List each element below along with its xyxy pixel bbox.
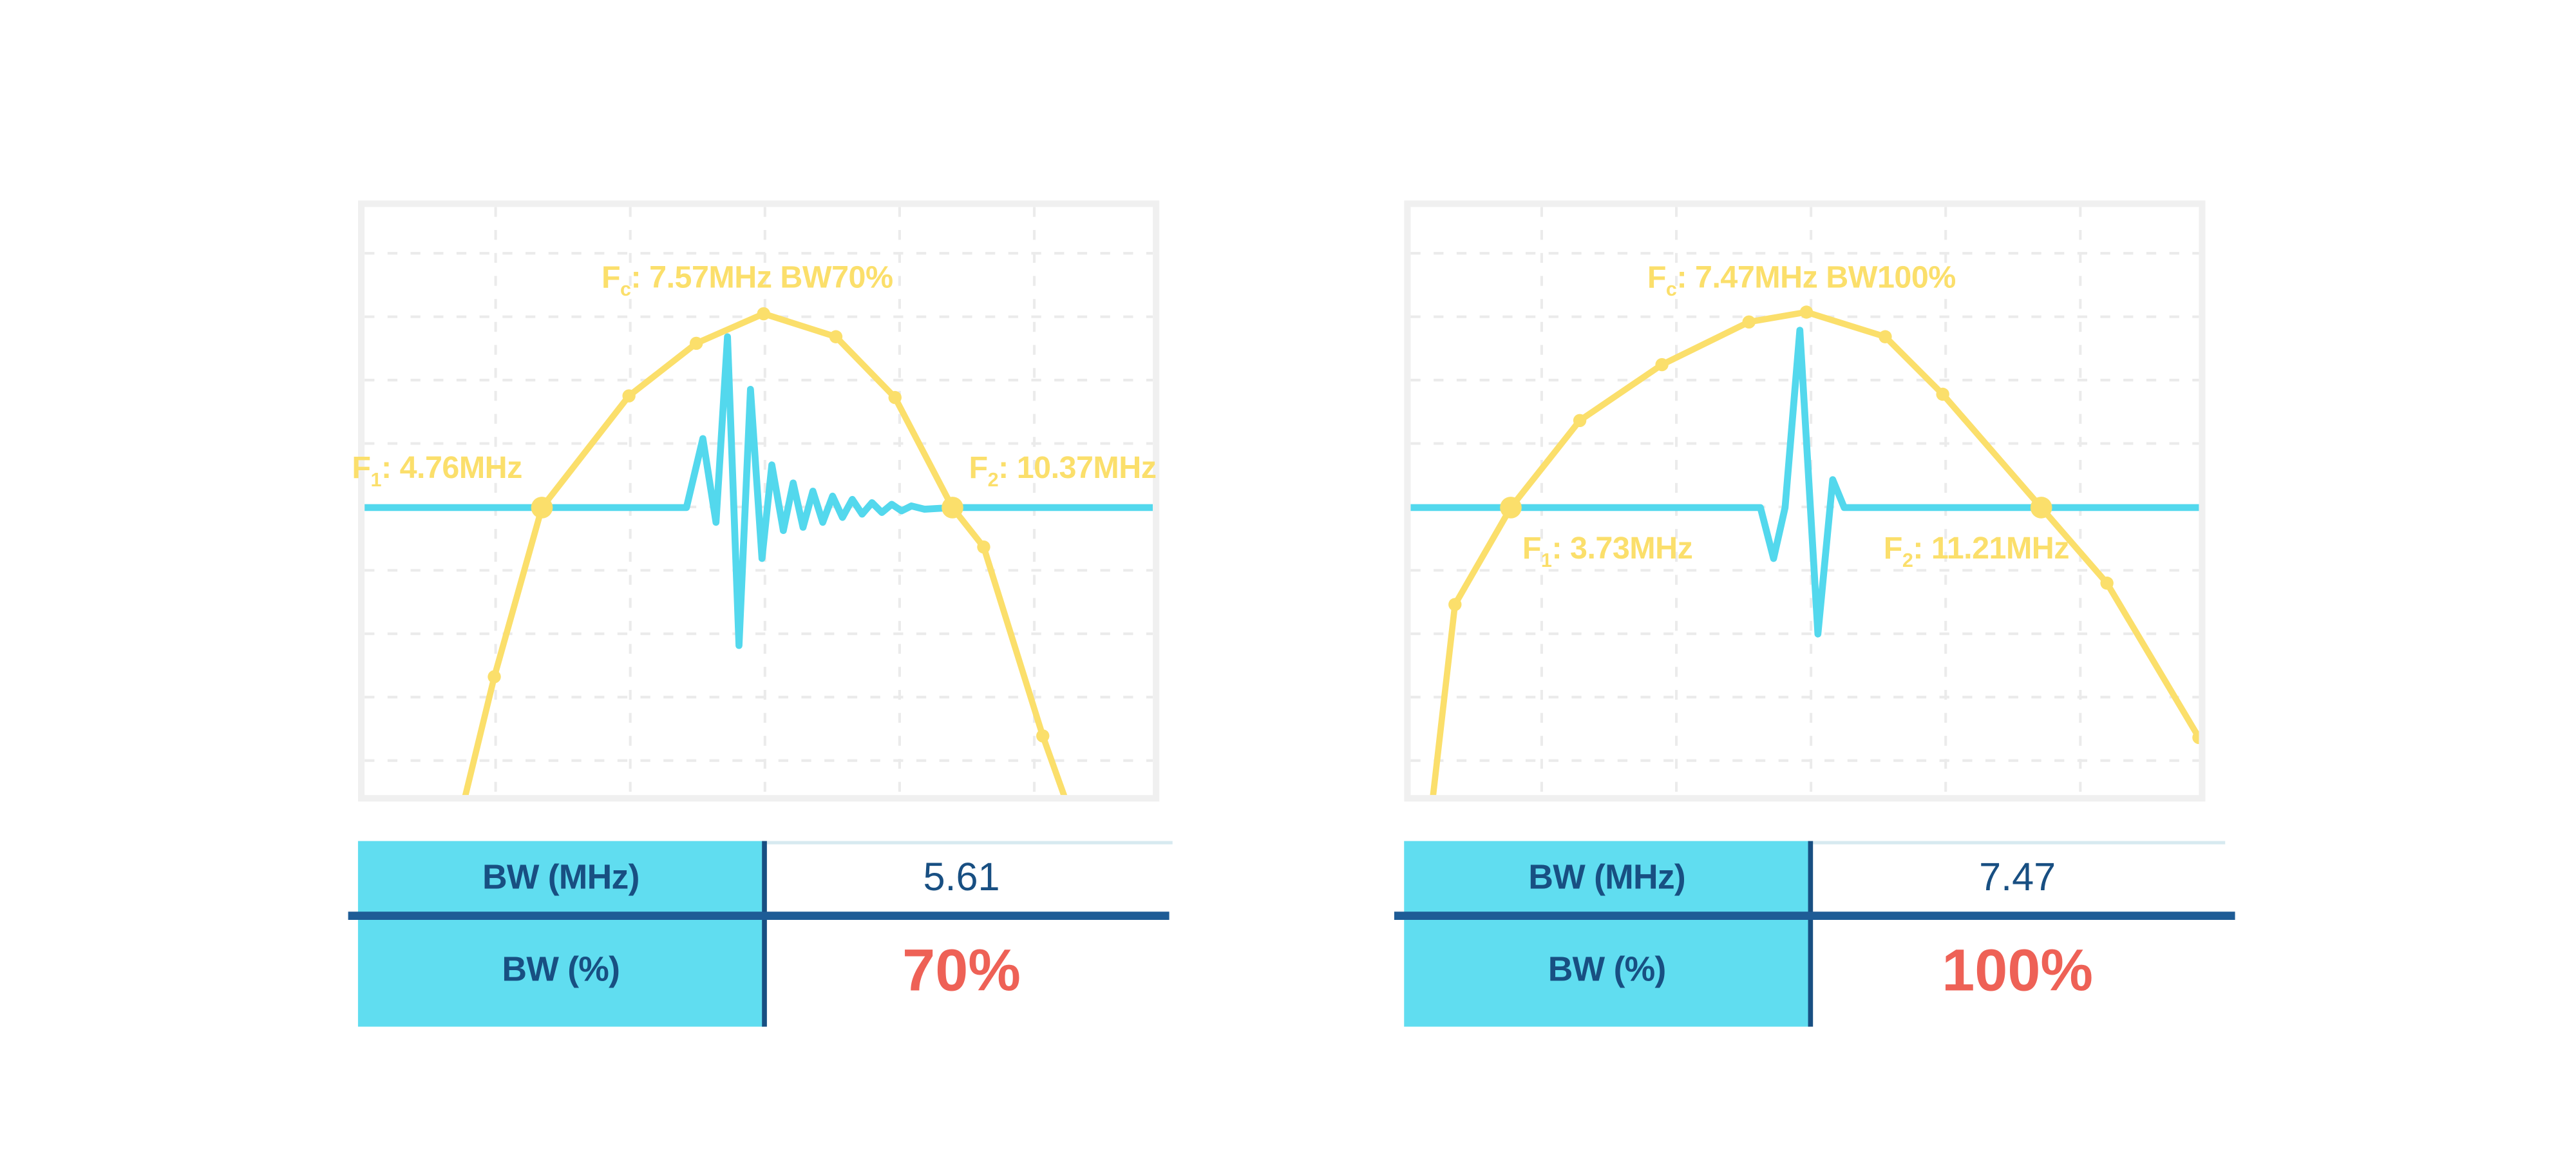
table-value-column: 5.61 70%	[764, 841, 1160, 1027]
table-value-cell: 70%	[764, 915, 1160, 1026]
crossover-marker	[942, 497, 963, 519]
data-point-marker	[2100, 577, 2114, 590]
bw-mhz-value: 5.61	[923, 855, 1000, 900]
table-value-column: 7.47 100%	[1810, 841, 2225, 1027]
chart-bw70: Fc: 7.57MHz BW70% F1: 4.76MHz F2: 10.37MHz	[352, 200, 1160, 802]
data-point-marker	[622, 389, 636, 403]
chart-bw100: Fc: 7.47MHz BW100% F1: 3.73MHz F2: 11.21MH…	[1404, 200, 2206, 802]
crossover-marker	[1500, 497, 1522, 519]
bw-percent-label: BW (%)	[1548, 951, 1667, 989]
chart-border	[1404, 200, 2206, 802]
data-point-marker	[888, 390, 902, 405]
data-point-marker	[2192, 730, 2199, 745]
table-value-cell: 7.47	[1810, 841, 2225, 915]
data-point-marker	[488, 670, 501, 683]
table-label-column: BW (MHz) BW (%)	[357, 841, 764, 1027]
bw-percent-value: 100%	[1942, 936, 2094, 1004]
chart-canvas	[357, 200, 1160, 802]
bw-percent-value: 70%	[902, 936, 1021, 1004]
chart-canvas	[1404, 200, 2206, 802]
data-point-marker	[690, 336, 703, 350]
data-point-marker	[1799, 305, 1814, 319]
data-point-marker	[1742, 315, 1756, 329]
table-label-cell: BW (%)	[358, 915, 764, 1026]
f1-annotation: F1: 3.73MHz	[1522, 532, 1693, 572]
table-value-cell: 100%	[1810, 915, 2225, 1026]
data-point-marker	[1036, 729, 1050, 743]
table-label-column: BW (MHz) BW (%)	[1404, 841, 1810, 1027]
table-label-cell: BW (MHz)	[358, 841, 764, 915]
fc-annotation: Fc: 7.47MHz BW100%	[1647, 261, 1956, 301]
data-point-marker	[1879, 330, 1892, 343]
data-point-marker	[977, 540, 990, 554]
frequency-spectrum	[1430, 309, 2199, 796]
data-point-marker	[829, 330, 843, 343]
table-label-cell: BW (%)	[1404, 915, 1810, 1026]
table-value-cell: 5.61	[764, 841, 1160, 915]
crossover-marker	[531, 497, 553, 519]
crossover-marker	[2030, 497, 2052, 519]
data-point-marker	[1573, 414, 1587, 427]
summary-table-bw70: BW (MHz) BW (%) 5.61 70%	[348, 841, 1173, 1027]
bw-percent-label: BW (%)	[502, 951, 620, 989]
summary-table-bw100: BW (MHz) BW (%) 7.47 100%	[1394, 841, 2235, 1027]
f2-annotation: F2: 10.37MHz	[969, 452, 1157, 492]
bw-mhz-label: BW (MHz)	[482, 858, 639, 897]
fc-annotation: Fc: 7.57MHz BW70%	[601, 261, 893, 301]
table-vertical-divider	[1808, 841, 1814, 1027]
table-topline	[763, 841, 1173, 845]
figure-bw70: Fc: 7.57MHz BW70% F1: 4.76MHz F2: 10.37MHz…	[348, 200, 1173, 1027]
figure-bw100: Fc: 7.47MHz BW100% F1: 3.73MHz F2: 11.21MH…	[1394, 200, 2235, 1027]
data-point-marker	[1655, 358, 1669, 372]
table-row-divider	[1394, 912, 2235, 920]
table-topline	[1810, 841, 2226, 845]
data-point-marker	[1936, 387, 1949, 401]
bw-mhz-label: BW (MHz)	[1528, 858, 1686, 897]
pulse-waveform	[365, 333, 1153, 649]
data-point-marker	[757, 307, 770, 321]
chart-border	[357, 200, 1160, 802]
frequency-spectrum	[462, 310, 1068, 796]
table-label-cell: BW (MHz)	[1404, 841, 1810, 915]
f1-annotation: F1: 4.76MHz	[352, 452, 522, 492]
f2-annotation: F2: 11.21MHz	[1883, 532, 2070, 572]
pulse-waveform	[1410, 327, 2199, 638]
bw-mhz-value: 7.47	[1979, 855, 2056, 900]
table-row-divider	[348, 912, 1170, 920]
data-point-marker	[1448, 598, 1462, 611]
table-vertical-divider	[762, 841, 767, 1027]
